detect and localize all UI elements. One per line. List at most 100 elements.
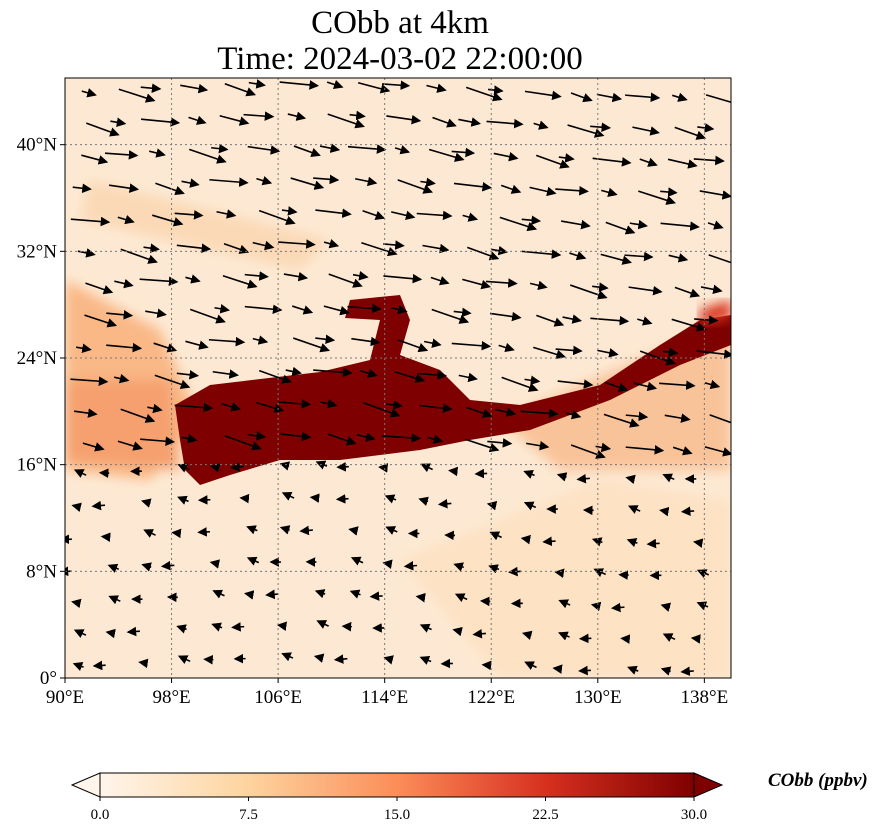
wind-arrow: [524, 375, 541, 386]
wind-arrow: [524, 661, 537, 671]
wind-arrow: [84, 314, 118, 328]
wind-arrow: [203, 654, 214, 665]
wind-arrow: [140, 117, 181, 127]
wind-arrow: [74, 408, 98, 418]
wind-arrow: [369, 591, 383, 601]
wind-arrow: [143, 243, 160, 253]
wind-arrow: [281, 206, 298, 216]
wind-arrow: [625, 445, 665, 455]
wind-arrow: [498, 342, 515, 353]
wind-arrow: [229, 462, 244, 472]
wind-arrow: [419, 655, 432, 665]
wind-arrow: [106, 342, 143, 353]
wind-arrow: [576, 473, 590, 484]
wind-arrow: [595, 442, 612, 453]
wind-arrow: [416, 210, 453, 221]
wind-arrow: [632, 126, 660, 136]
wind-arrow: [315, 460, 328, 470]
wind-arrow: [106, 310, 134, 320]
wind-arrow: [700, 284, 723, 295]
wind-arrow: [570, 444, 606, 459]
wind-arrow: [177, 495, 189, 505]
wind-arrow: [458, 372, 478, 383]
wind-arrow: [481, 660, 492, 671]
wind-arrow: [500, 184, 522, 194]
wind-arrow: [381, 80, 411, 90]
wind-arrow: [141, 562, 152, 572]
lon-tick-label: 98°E: [152, 687, 190, 708]
wind-arrow: [381, 433, 422, 443]
wind-arrow: [323, 239, 340, 249]
wind-arrow: [426, 83, 447, 93]
wind-arrow: [529, 186, 557, 197]
wind-arrow: [212, 589, 225, 599]
wind-arrow: [209, 559, 221, 569]
wind-arrow: [108, 183, 140, 193]
wind-arrow: [561, 219, 591, 230]
wind-arrow: [638, 190, 676, 205]
wind-arrow: [552, 664, 563, 674]
wind-arrow: [625, 474, 636, 485]
wind-arrow: [188, 148, 227, 164]
wind-arrow: [258, 209, 296, 226]
wind-arrow: [625, 411, 649, 422]
wind-arrow: [72, 661, 84, 672]
wind-arrow: [674, 126, 707, 140]
wind-arrow: [489, 311, 522, 322]
wind-arrow: [556, 472, 568, 482]
wind-arrow: [81, 154, 109, 165]
wind-arrow: [208, 336, 246, 347]
lon-tick-label: 90°E: [46, 687, 84, 708]
wind-arrow: [188, 115, 207, 125]
wind-arrow: [605, 221, 636, 235]
wind-arrow: [70, 376, 109, 386]
wind-arrow: [155, 182, 185, 196]
lon-tick-label: 106°E: [254, 687, 302, 708]
colorbar: 0.0 7.5 15.0 22.5 30.0: [70, 772, 724, 823]
wind-arrow: [75, 343, 92, 353]
wind-arrow: [383, 240, 405, 250]
wind-arrow: [415, 592, 426, 603]
wind-arrow: [315, 334, 336, 345]
wind-arrow: [554, 568, 565, 579]
wind-arrow: [71, 598, 82, 609]
wind-arrow: [592, 282, 609, 292]
wind-arrow: [558, 631, 570, 641]
wind-arrow: [243, 111, 275, 121]
wind-arrow: [385, 526, 398, 535]
wind-arrow: [495, 407, 517, 417]
wind-arrow: [323, 305, 350, 316]
wind-arrow: [118, 88, 156, 103]
wind-arrow: [328, 273, 363, 288]
wind-arrow: [633, 381, 658, 392]
wind-arrow: [359, 368, 378, 378]
wind-arrow: [256, 176, 273, 186]
wind-arrow: [327, 113, 365, 129]
wind-arrow: [243, 590, 255, 600]
wind-arrow: [176, 243, 212, 253]
wind-arrow: [362, 209, 386, 220]
wind-arrow: [212, 369, 239, 379]
wind-arrow: [557, 379, 594, 389]
wind-arrow: [177, 655, 191, 665]
colorbar-tick-label: 0.0: [91, 807, 110, 823]
plot-title-line2: Time: 2024-03-02 22:00:00: [217, 41, 583, 77]
wind-arrow: [693, 155, 725, 166]
wind-arrow: [385, 400, 403, 410]
wind-arrow: [348, 526, 359, 536]
wind-arrow: [211, 143, 229, 154]
lat-tick-label: 8°N: [26, 561, 57, 582]
wind-arrow: [453, 562, 465, 572]
wind-arrow: [662, 633, 676, 642]
wind-arrow: [430, 276, 450, 286]
colorbar-tick-label: 15.0: [384, 807, 410, 823]
wind-arrow: [697, 123, 715, 133]
wind-arrow: [185, 274, 201, 284]
wind-arrow: [216, 209, 237, 219]
colorbar-tick-label: 22.5: [532, 807, 558, 823]
wind-arrow: [671, 318, 707, 332]
wind-arrow: [291, 305, 314, 315]
wind-arrow: [454, 593, 468, 603]
wind-arrow: [624, 251, 654, 262]
wind-arrow: [590, 601, 602, 612]
